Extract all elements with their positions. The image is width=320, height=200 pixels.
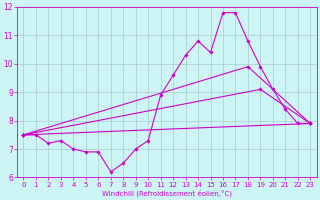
- X-axis label: Windchill (Refroidissement éolien,°C): Windchill (Refroidissement éolien,°C): [102, 189, 232, 197]
